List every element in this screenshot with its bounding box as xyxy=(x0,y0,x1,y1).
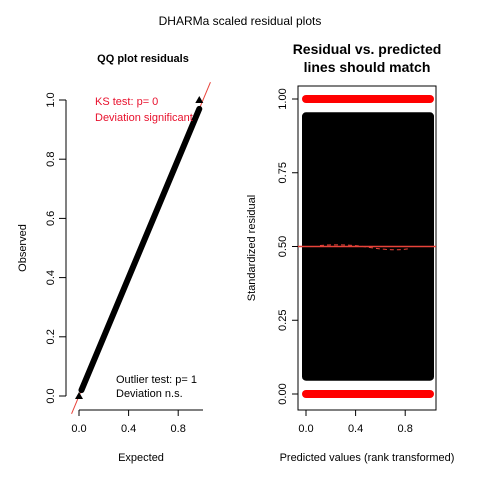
qq-tail-markers xyxy=(75,96,204,399)
qq-y-tick-label: 0.2 xyxy=(45,329,57,344)
rv-x-tick-label: 0.8 xyxy=(398,423,413,435)
rv-outlier-band xyxy=(302,390,434,398)
rv-y-tick-label: 0.75 xyxy=(277,162,289,183)
qq-tail-marker xyxy=(195,96,204,103)
rv-y-ticks: 0.00 0.25 0.50 0.75 1.00 xyxy=(277,88,298,405)
qq-y-tick-label: 0.0 xyxy=(45,388,57,403)
qq-y-tick-label: 0.6 xyxy=(45,211,57,226)
qq-x-tick-label: 0.8 xyxy=(171,423,186,435)
rv-title-line1: Residual vs. predicted xyxy=(293,41,442,57)
ks-test-text: KS test: p= 0 xyxy=(95,96,158,108)
rv-x-tick-label: 0.4 xyxy=(348,423,363,435)
rv-y-axis-label: Standardized residual xyxy=(246,195,258,301)
rv-y-tick-label: 0.25 xyxy=(277,310,289,331)
outlier-test-text: Outlier test: p= 1 xyxy=(116,374,197,386)
ks-deviation-text: Deviation significant xyxy=(95,112,193,124)
rv-x-tick-label: 0.0 xyxy=(298,423,313,435)
qq-tail-marker xyxy=(75,392,83,399)
rv-title-line2: lines should match xyxy=(304,59,431,75)
qq-y-tick-label: 0.4 xyxy=(45,270,57,285)
qq-y-tick-label: 0.8 xyxy=(45,152,57,167)
outlier-deviation-text: Deviation n.s. xyxy=(116,388,183,400)
rv-outlier-band xyxy=(302,95,434,103)
rv-quantile-lines xyxy=(298,244,436,251)
qq-plot-title: QQ plot residuals xyxy=(97,53,189,65)
qq-y-ticks: 0.0 0.2 0.4 0.6 0.8 1.0 xyxy=(45,92,66,404)
qq-y-tick-label: 1.0 xyxy=(45,92,57,107)
qq-y-axis-label: Observed xyxy=(17,224,29,272)
rv-plot-frame xyxy=(297,85,437,411)
rv-y-tick-label: 0.50 xyxy=(277,236,289,257)
rv-x-ticks: 0.0 0.4 0.8 xyxy=(298,410,413,435)
rv-outlier-points xyxy=(302,95,434,398)
residual-vs-predicted-panel: Residual vs. predicted lines should matc… xyxy=(246,41,454,464)
qq-x-axis-label: Expected xyxy=(118,452,164,464)
rv-quantile-fit-line xyxy=(319,244,411,251)
qq-x-tick-label: 0.4 xyxy=(121,423,136,435)
qq-plot-panel: QQ plot residuals 0.0 0.2 0.4 0.6 0.8 1.0 0.0… xyxy=(17,53,211,464)
rv-y-tick-label: 1.00 xyxy=(277,88,289,109)
rv-x-axis-label: Predicted values (rank transformed) xyxy=(280,452,455,464)
qq-observed-points xyxy=(78,105,203,394)
qq-x-tick-label: 0.0 xyxy=(71,423,86,435)
rv-y-tick-label: 0.00 xyxy=(277,383,289,404)
qq-x-ticks: 0.0 0.4 0.8 xyxy=(71,410,186,435)
figure-title: DHARMa scaled residual plots xyxy=(159,14,322,28)
